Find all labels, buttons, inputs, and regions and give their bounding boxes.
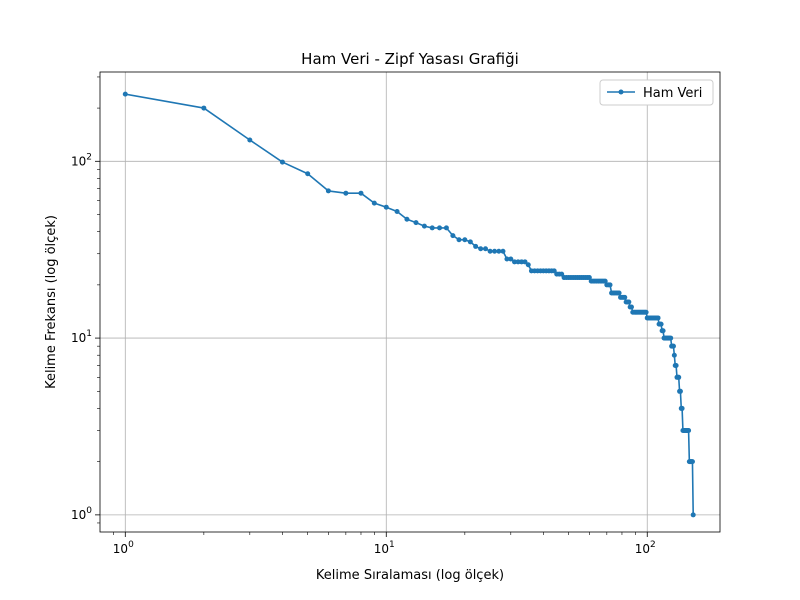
data-point: [602, 278, 608, 284]
legend: Ham Veri: [599, 79, 714, 106]
data-point: [616, 290, 622, 296]
legend-marker-sample: [618, 89, 624, 95]
data-point: [522, 259, 528, 265]
data-point: [655, 315, 661, 321]
x-axis-label: Kelime Sıralaması (log ölçek): [316, 568, 504, 583]
data-point: [679, 405, 685, 411]
data-point: [508, 256, 514, 262]
data-point: [358, 190, 364, 196]
y-axis-label: Kelime Frekansı (log ölçek): [44, 215, 59, 389]
data-point: [643, 309, 649, 315]
data-point: [628, 304, 634, 310]
data-point: [343, 190, 349, 196]
data-point: [668, 335, 674, 341]
data-point: [473, 243, 479, 249]
data-point: [496, 248, 502, 254]
data-point: [487, 248, 493, 254]
data-point: [394, 209, 400, 215]
data-point: [690, 512, 696, 518]
legend-entry-ham-veri: Ham Veri: [643, 86, 702, 101]
data-point: [305, 171, 311, 177]
data-point: [462, 237, 468, 243]
y-tick-label: 100: [71, 506, 92, 522]
data-point: [673, 362, 679, 368]
data-point: [371, 200, 377, 206]
data-point: [689, 459, 695, 465]
data-point: [201, 105, 207, 111]
data-point: [660, 328, 666, 334]
series-layer: [122, 91, 696, 518]
data-point: [607, 282, 613, 288]
data-point: [122, 91, 128, 97]
data-point: [450, 233, 456, 239]
data-point: [429, 225, 435, 231]
data-point: [677, 388, 683, 394]
data-point: [525, 262, 531, 268]
data-point: [443, 225, 449, 231]
data-point: [515, 259, 521, 265]
data-point: [279, 159, 285, 165]
data-point: [492, 248, 498, 254]
data-point: [421, 223, 427, 229]
y-tick-label: 101: [71, 329, 92, 345]
data-point: [626, 299, 632, 305]
data-point: [658, 321, 664, 327]
chart-title: Ham Veri - Zipf Yasası Grafiği: [301, 50, 519, 68]
data-point: [622, 294, 628, 300]
data-point: [437, 225, 443, 231]
legend-box: [599, 79, 714, 106]
data-point: [404, 216, 410, 222]
grid: [100, 72, 720, 532]
data-point: [676, 374, 682, 380]
data-point: [413, 220, 419, 226]
data-point: [671, 352, 677, 358]
data-point: [504, 256, 510, 262]
data-point: [325, 188, 331, 194]
data-point: [686, 428, 692, 434]
data-point: [456, 237, 462, 243]
data-point: [670, 343, 676, 349]
data-point: [383, 204, 389, 210]
plot-frame: [99, 71, 721, 533]
data-point: [500, 248, 506, 254]
y-tick-label: 102: [71, 152, 92, 168]
data-point: [247, 137, 253, 143]
data-point: [512, 259, 518, 265]
data-point: [478, 246, 484, 252]
data-point: [467, 239, 473, 245]
data-point: [483, 246, 488, 252]
